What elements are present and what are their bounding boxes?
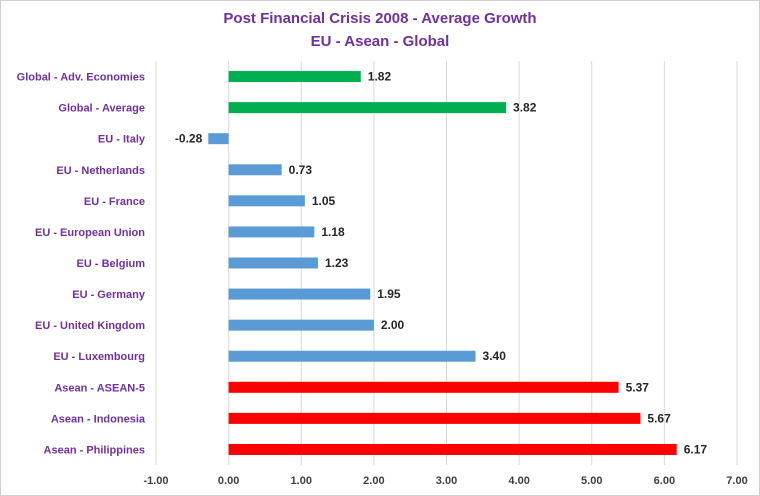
bar [228, 350, 476, 362]
data-label: -0.28 [175, 132, 203, 146]
bar [228, 381, 619, 393]
x-tick-label: 7.00 [726, 475, 747, 487]
category-label: EU - Luxembourg [53, 351, 145, 363]
x-tick-label: 0.00 [218, 475, 239, 487]
data-label: 1.82 [368, 70, 392, 84]
x-tick-label: 4.00 [508, 475, 529, 487]
bar [228, 195, 305, 207]
data-label: 2.00 [381, 318, 405, 332]
category-label: Global - Average [58, 103, 145, 115]
data-label: 0.73 [289, 163, 313, 177]
category-label: EU - France [84, 196, 145, 208]
bar [228, 412, 641, 424]
category-label: EU - Netherlands [56, 165, 145, 177]
category-label: EU - United Kingdom [35, 320, 145, 332]
x-tick-label: -1.00 [143, 475, 168, 487]
data-label: 6.17 [684, 442, 708, 456]
bar [228, 257, 318, 269]
value-labels: 1.82 3.82 -0.28 0.73 1.05 1.18 1.23 1.95 2.00 3.4… [175, 70, 707, 457]
data-label: 1.05 [312, 194, 336, 208]
x-tick-label: 1.00 [291, 475, 312, 487]
category-label: Asean - Indonesia [51, 413, 146, 425]
category-label: EU - Belgium [77, 258, 146, 270]
data-label: 3.40 [483, 349, 507, 363]
category-label: Asean - Philippines [44, 444, 145, 456]
bar [228, 226, 315, 238]
gridlines [155, 61, 738, 465]
bar [228, 443, 677, 455]
x-tick-label: 2.00 [363, 475, 384, 487]
chart-title: Post Financial Crisis 2008 - Average Gro… [223, 10, 536, 27]
bar [228, 102, 507, 114]
data-label: 5.67 [647, 411, 671, 425]
x-axis-tick-labels: -1.00 0.00 1.00 2.00 3.00 4.00 5.00 6.00 7.00 [143, 475, 747, 487]
category-label: EU - European Union [35, 227, 145, 239]
bar [228, 288, 371, 300]
bar [208, 133, 229, 145]
data-label: 1.95 [377, 287, 401, 301]
data-label: 1.18 [321, 225, 345, 239]
bar [228, 164, 282, 176]
category-labels: Global - Adv. Economies Global - Average E… [17, 72, 146, 457]
x-tick-label: 6.00 [654, 475, 675, 487]
bars [208, 71, 677, 455]
category-label: EU - Germany [72, 289, 146, 301]
category-label: Global - Adv. Economies [17, 72, 145, 84]
chart-subtitle: EU - Asean - Global [311, 33, 450, 50]
data-label: 1.23 [325, 256, 349, 270]
category-label: EU - Italy [98, 134, 146, 146]
x-tick-label: 5.00 [581, 475, 602, 487]
x-tick-label: 3.00 [436, 475, 457, 487]
data-label: 5.37 [626, 380, 650, 394]
bar [228, 319, 374, 331]
bar [228, 71, 361, 83]
data-label: 3.82 [513, 101, 537, 115]
category-label: Asean - ASEAN-5 [54, 382, 145, 394]
